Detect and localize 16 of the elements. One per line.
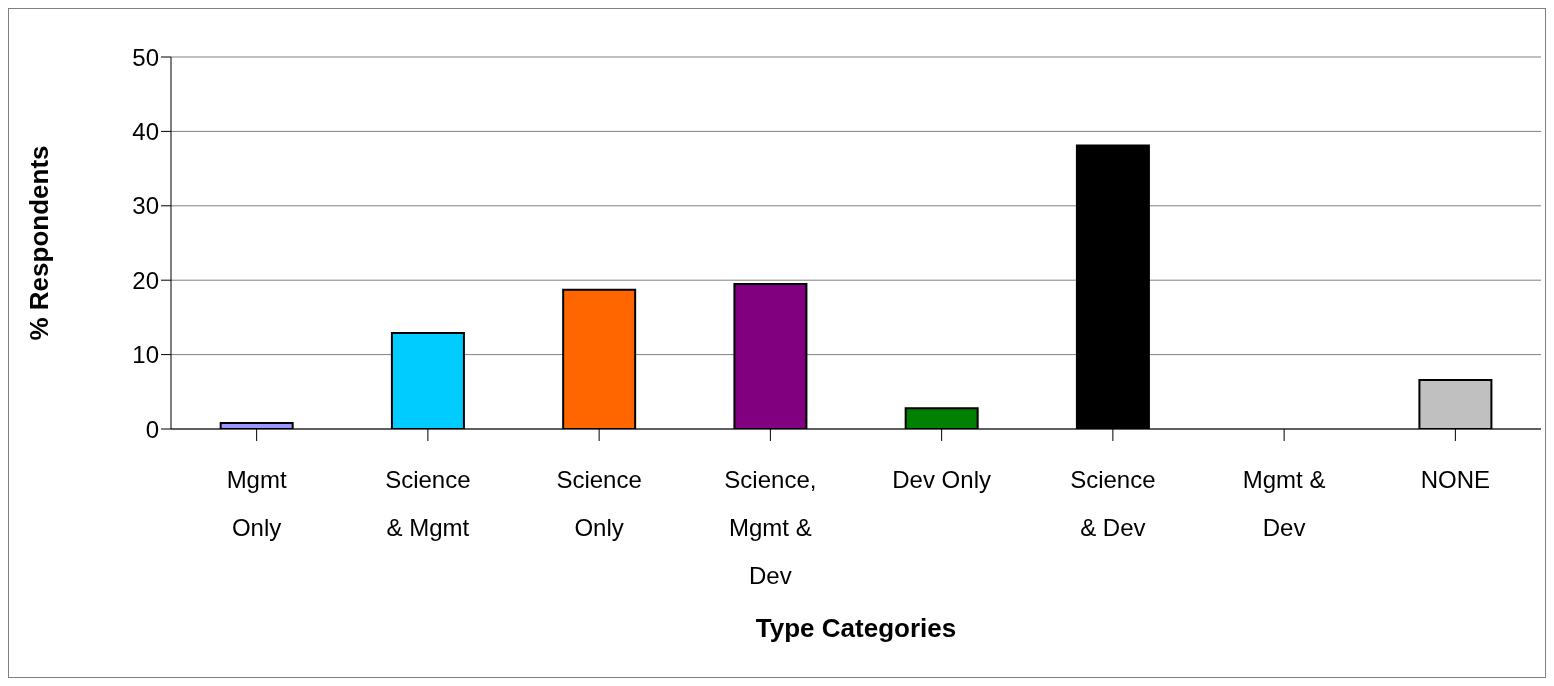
x-tick-label: Science Only	[556, 466, 642, 541]
y-tick-label: 40	[132, 117, 159, 145]
x-tick-label: Science & Mgmt	[385, 466, 471, 541]
y-tick-label: 30	[132, 192, 159, 220]
y-tick-label: 0	[145, 415, 159, 443]
x-axis-title: Type Categories	[755, 613, 957, 643]
x-tick-label: Mgmt & Dev	[1242, 466, 1326, 541]
x-tick-label: NONE	[1420, 466, 1491, 493]
x-tick-label: Mgmt Only	[226, 466, 287, 541]
y-axis-title: % Respondents	[24, 145, 55, 341]
y-tick-label: 20	[132, 266, 159, 294]
x-tick-label: Science, Mgmt & Dev	[724, 466, 817, 589]
y-tick-label: 10	[132, 341, 159, 369]
x-tick-label: Dev Only	[892, 466, 991, 493]
y-tick-label: 50	[132, 43, 159, 71]
x-tick-label: Science & Dev	[1070, 466, 1156, 541]
